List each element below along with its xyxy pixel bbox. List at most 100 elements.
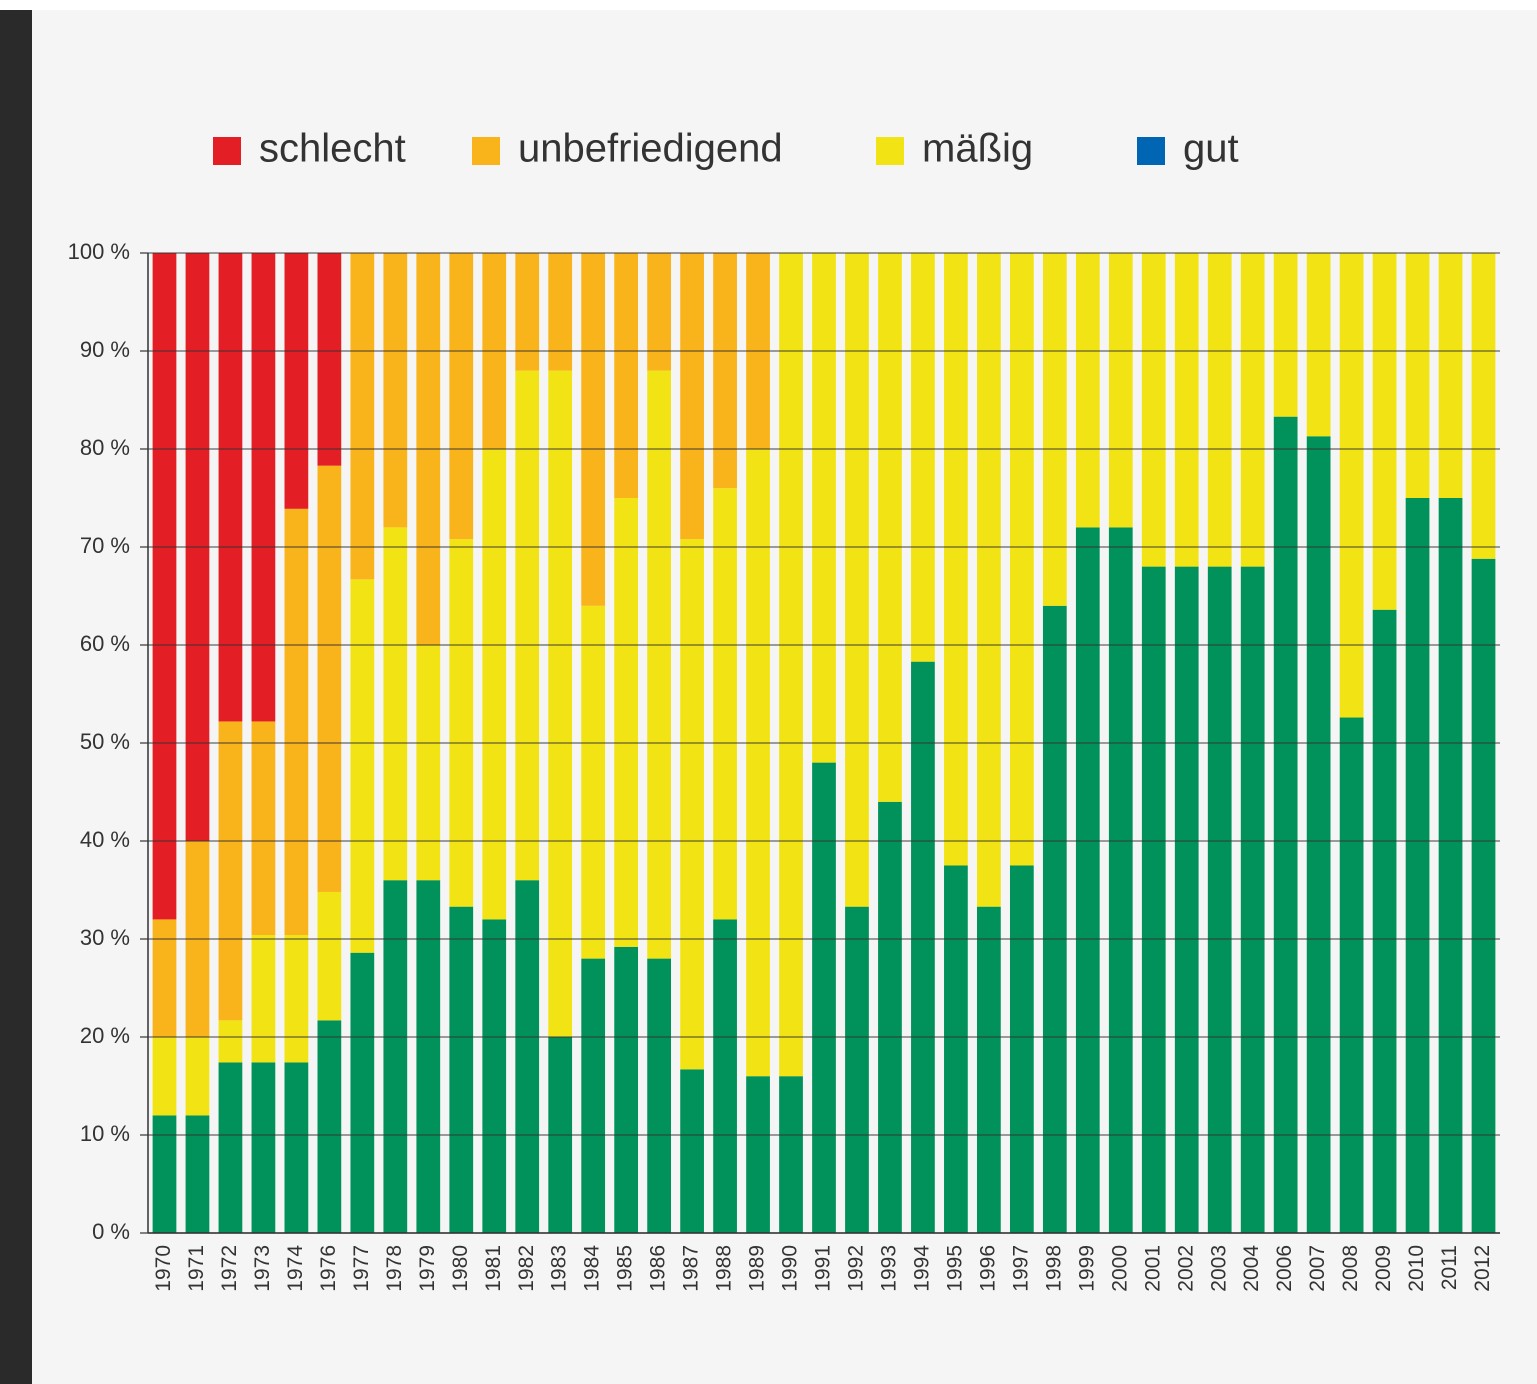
bar-segment (152, 919, 177, 1037)
y-tick-label: 0 % (92, 1219, 130, 1244)
bar-segment (1141, 566, 1166, 1233)
bar-segment (1174, 566, 1199, 1233)
bar-segment (449, 906, 474, 1233)
bar-segment (911, 253, 935, 662)
x-tick-label: 1998 (1042, 1245, 1065, 1292)
top-strip (0, 0, 1537, 10)
bar-segment (1372, 253, 1397, 610)
bar-segment (1207, 566, 1232, 1233)
bar-segment (218, 253, 243, 722)
x-tick-label: 1970 (152, 1245, 175, 1292)
y-tick-label: 100 % (68, 239, 130, 264)
bar-segment (1108, 527, 1133, 1233)
x-tick-label: 1997 (1009, 1245, 1032, 1292)
bar-segment (284, 508, 309, 936)
y-tick-label: 70 % (80, 533, 130, 558)
legend-swatch (876, 137, 904, 165)
bar-segment (977, 906, 1001, 1233)
x-tick-label: 1982 (515, 1245, 538, 1292)
bar-segment (746, 449, 770, 1077)
bar-segment (1141, 253, 1166, 567)
legend-swatch (213, 137, 241, 165)
bar-segment (1207, 253, 1232, 567)
bar-segment (647, 253, 671, 371)
y-tick-label: 20 % (80, 1023, 130, 1048)
bar-segment (1306, 253, 1331, 437)
bar-segment (779, 253, 803, 1077)
y-tick-label: 30 % (80, 925, 130, 950)
x-tick-label: 1995 (943, 1245, 966, 1292)
bar-segment (713, 253, 737, 489)
bar-segment (482, 919, 507, 1233)
bar-segment (779, 1076, 803, 1233)
legend-label: schlecht (259, 127, 406, 171)
x-tick-label: 1985 (614, 1245, 637, 1292)
legend-label: mäßig (922, 127, 1033, 171)
bar-segment (680, 539, 704, 1070)
x-tick-label: 1979 (416, 1245, 439, 1292)
bar-segment (944, 253, 968, 866)
bar-segment (251, 935, 276, 1063)
y-tick-label: 40 % (80, 827, 130, 852)
bar-segment (152, 253, 177, 920)
bar-segment (515, 370, 540, 881)
bar-segment (317, 891, 342, 1021)
bar-segment (152, 1115, 177, 1233)
x-tick-label: 2006 (1273, 1245, 1296, 1292)
bar-segment (416, 645, 441, 881)
bar-segment (251, 1062, 276, 1233)
bar-segment (416, 880, 441, 1233)
bar-segment (680, 1069, 704, 1233)
x-tick-label: 1978 (383, 1245, 406, 1292)
x-tick-label: 1999 (1075, 1245, 1098, 1292)
legend-swatch (1137, 137, 1165, 165)
bar-segment (1471, 253, 1496, 559)
x-tick-label: 1981 (482, 1245, 505, 1292)
y-tick-label: 80 % (80, 435, 130, 460)
x-tick-label: 1983 (548, 1245, 571, 1292)
x-tick-label: 1992 (845, 1245, 868, 1292)
x-tick-label: 1976 (317, 1245, 340, 1292)
x-tick-label: 1984 (581, 1245, 604, 1292)
bar-segment (218, 1062, 243, 1233)
bar-segment (1372, 609, 1397, 1233)
bar-segment (218, 721, 243, 1021)
x-tick-label: 1994 (910, 1245, 933, 1292)
bar-segment (515, 880, 540, 1233)
bar-segment (878, 801, 902, 1233)
y-tick-label: 10 % (80, 1121, 130, 1146)
x-tick-label: 2002 (1174, 1245, 1197, 1292)
bar-segment (713, 488, 737, 920)
bar-segment (680, 253, 704, 540)
bar-segment (1075, 527, 1100, 1233)
legend-label: gut (1183, 127, 1239, 171)
bar-segment (647, 370, 671, 959)
x-tick-label: 1993 (877, 1245, 900, 1292)
y-tick-label: 60 % (80, 631, 130, 656)
bar-segment (548, 370, 573, 1038)
bar-segment (251, 253, 276, 722)
y-tick-label: 50 % (80, 729, 130, 754)
x-tick-label: 2007 (1306, 1245, 1329, 1292)
x-tick-label: 1991 (812, 1245, 835, 1292)
legend-label: unbefriedigend (518, 127, 783, 171)
bar-segment (1339, 253, 1364, 718)
bar-segment (515, 253, 540, 371)
bar-segment (449, 539, 474, 907)
bar-segment (449, 253, 474, 540)
bar-segment (614, 498, 639, 947)
x-tick-label: 2001 (1141, 1245, 1164, 1292)
bar-segment (317, 253, 342, 466)
bar-segment (845, 906, 869, 1233)
bar-segment (746, 1076, 770, 1233)
x-tick-label: 2010 (1405, 1245, 1428, 1292)
bar-segment (944, 865, 968, 1233)
x-tick-label: 1988 (713, 1245, 736, 1292)
bar-segment (581, 605, 606, 959)
bar-segment (614, 946, 639, 1233)
bar-segment (647, 958, 671, 1233)
x-tick-label: 1989 (746, 1245, 769, 1292)
bar-segment (1009, 865, 1034, 1233)
